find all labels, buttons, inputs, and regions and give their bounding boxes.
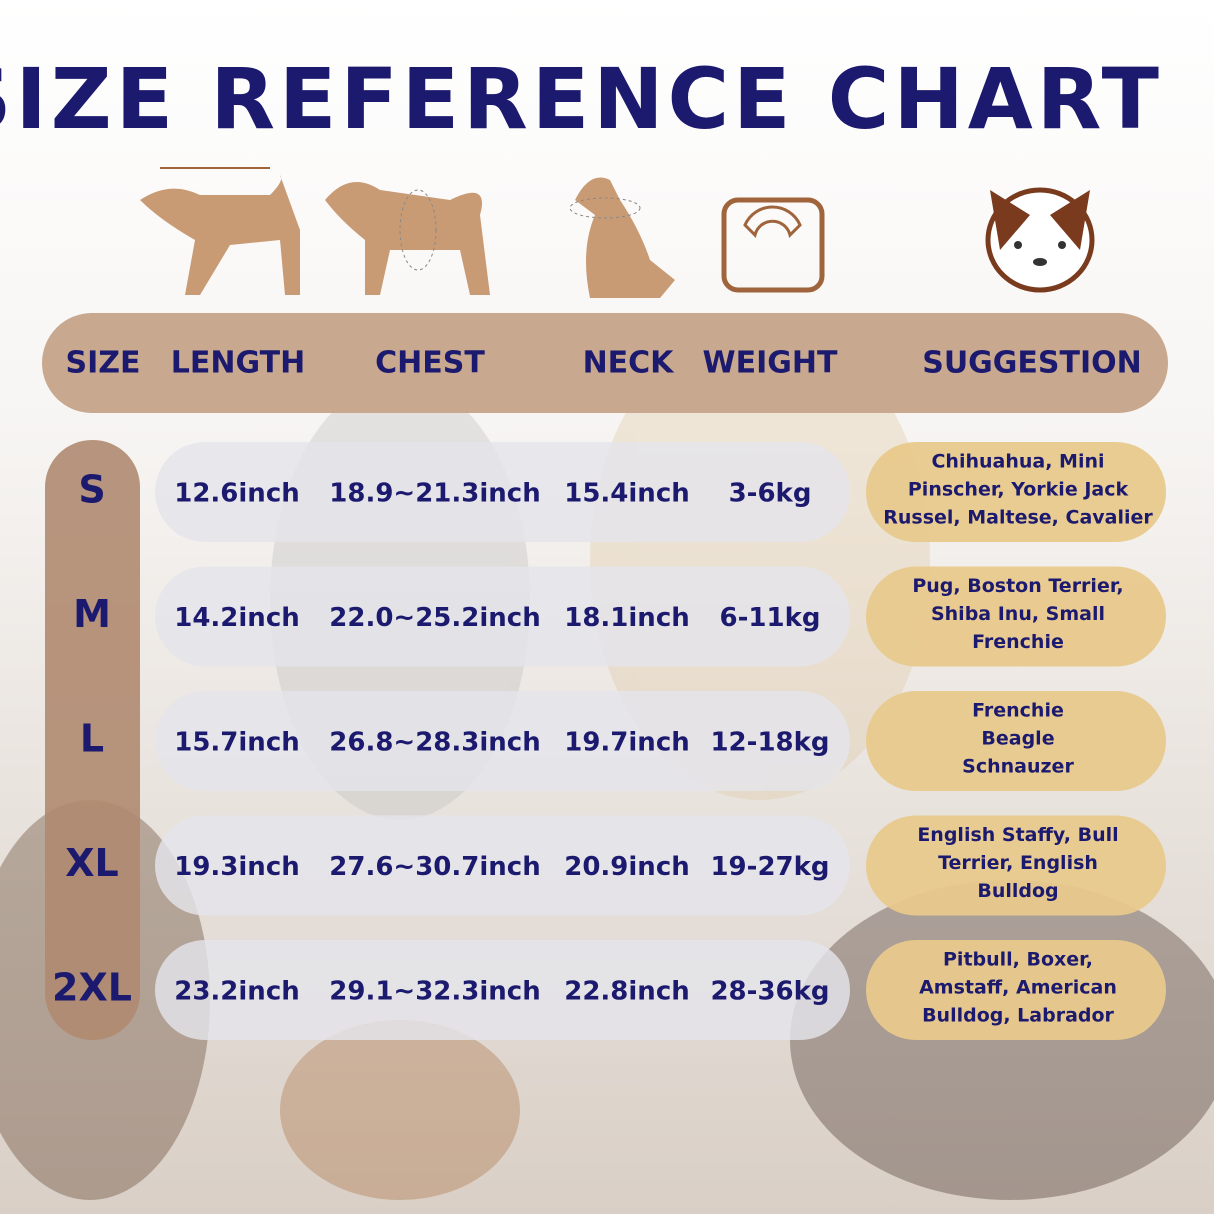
weight-cell: 19-27kg xyxy=(710,852,829,882)
column-header: LENGTH xyxy=(171,346,305,381)
header-bar xyxy=(42,313,1168,413)
suggestion-line: Schnauzer xyxy=(962,756,1074,778)
chest-cell: 29.1~32.3inch xyxy=(329,977,540,1007)
icons xyxy=(140,167,1095,298)
length-cell: 19.3inch xyxy=(174,852,300,882)
suggestion-line: Russel, Maltese, Cavalier xyxy=(883,507,1153,529)
neck-cell: 15.4inch xyxy=(564,479,690,509)
suggestion-line: Frenchie xyxy=(972,700,1064,722)
weight-cell: 3-6kg xyxy=(729,479,812,509)
suggestion-pill xyxy=(866,940,1166,1040)
neck-cell: 22.8inch xyxy=(564,977,690,1007)
chest-cell: 18.9~21.3inch xyxy=(329,479,540,509)
column-header: CHEST xyxy=(375,346,485,381)
length-cell: 15.7inch xyxy=(174,728,300,758)
column-header: WEIGHT xyxy=(703,346,838,381)
suggestion-line: Frenchie xyxy=(972,631,1064,653)
suggestion-line: Shiba Inu, Small xyxy=(931,603,1105,625)
suggestion-pill xyxy=(866,442,1166,542)
suggestion-line: English Staffy, Bull xyxy=(917,824,1118,846)
suggestion-line: Pug, Boston Terrier, xyxy=(912,575,1123,597)
suggestion-line: Chihuahua, Mini xyxy=(931,451,1104,473)
weight-cell: 12-18kg xyxy=(710,728,829,758)
size-label: L xyxy=(80,717,104,761)
size-column-bar xyxy=(45,440,140,1040)
suggestion-line: Beagle xyxy=(981,728,1054,750)
size-label: XL xyxy=(65,841,119,885)
neck-cell: 19.7inch xyxy=(564,728,690,758)
title: SIZE REFERENCE CHART xyxy=(0,50,1163,148)
size-label: 2XL xyxy=(52,966,132,1010)
suggestion-pill xyxy=(866,566,1166,667)
length-cell: 14.2inch xyxy=(174,603,300,633)
suggestion-pill xyxy=(866,815,1166,916)
row-pill xyxy=(155,940,850,1040)
size-label: M xyxy=(73,592,111,636)
suggestion-line: Bulldog, Labrador xyxy=(922,1005,1114,1027)
suggestion-line: Pitbull, Boxer, xyxy=(943,949,1093,971)
weight-cell: 28-36kg xyxy=(710,977,829,1007)
suggestion-pill xyxy=(866,691,1166,791)
chest-cell: 22.0~25.2inch xyxy=(329,603,540,633)
suggestion-line: Bulldog xyxy=(977,880,1058,902)
column-header: SUGGESTION xyxy=(922,346,1142,381)
column-header: SIZE xyxy=(65,346,140,381)
chest-cell: 26.8~28.3inch xyxy=(329,728,540,758)
row-pill xyxy=(155,691,850,791)
row-pill xyxy=(155,815,850,916)
suggestion-line: Terrier, English xyxy=(938,852,1098,874)
row-pill xyxy=(155,442,850,542)
length-cell: 23.2inch xyxy=(174,977,300,1007)
neck-cell: 18.1inch xyxy=(564,603,690,633)
column-header: NECK xyxy=(583,346,676,381)
weight-cell: 6-11kg xyxy=(720,603,821,633)
suggestion-line: Amstaff, American xyxy=(919,977,1117,999)
row-pill xyxy=(155,566,850,667)
chest-cell: 27.6~30.7inch xyxy=(329,852,540,882)
suggestion-line: Pinscher, Yorkie Jack xyxy=(908,479,1129,501)
length-cell: 12.6inch xyxy=(174,479,300,509)
size-label: S xyxy=(78,468,105,512)
neck-cell: 20.9inch xyxy=(564,852,690,882)
